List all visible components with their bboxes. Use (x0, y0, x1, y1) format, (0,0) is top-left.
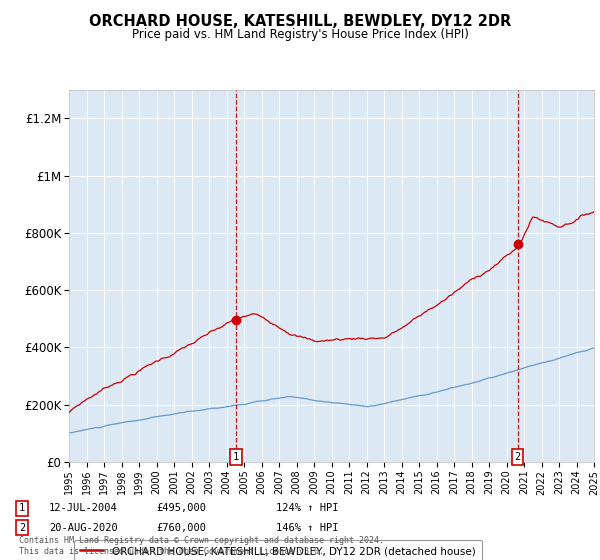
Text: ORCHARD HOUSE, KATESHILL, BEWDLEY, DY12 2DR: ORCHARD HOUSE, KATESHILL, BEWDLEY, DY12 … (89, 14, 511, 29)
Text: 2: 2 (19, 522, 25, 533)
Text: 2: 2 (514, 452, 521, 462)
Text: 20-AUG-2020: 20-AUG-2020 (49, 522, 118, 533)
Legend: ORCHARD HOUSE, KATESHILL, BEWDLEY, DY12 2DR (detached house), HPI: Average price: ORCHARD HOUSE, KATESHILL, BEWDLEY, DY12 … (74, 540, 482, 560)
Text: £760,000: £760,000 (156, 522, 206, 533)
Text: £495,000: £495,000 (156, 503, 206, 514)
Text: 1: 1 (233, 452, 239, 462)
Text: Contains HM Land Registry data © Crown copyright and database right 2024.
This d: Contains HM Land Registry data © Crown c… (19, 536, 384, 556)
Text: 146% ↑ HPI: 146% ↑ HPI (276, 522, 338, 533)
Text: 1: 1 (19, 503, 25, 514)
Text: 124% ↑ HPI: 124% ↑ HPI (276, 503, 338, 514)
Text: Price paid vs. HM Land Registry's House Price Index (HPI): Price paid vs. HM Land Registry's House … (131, 28, 469, 41)
Text: 12-JUL-2004: 12-JUL-2004 (49, 503, 118, 514)
